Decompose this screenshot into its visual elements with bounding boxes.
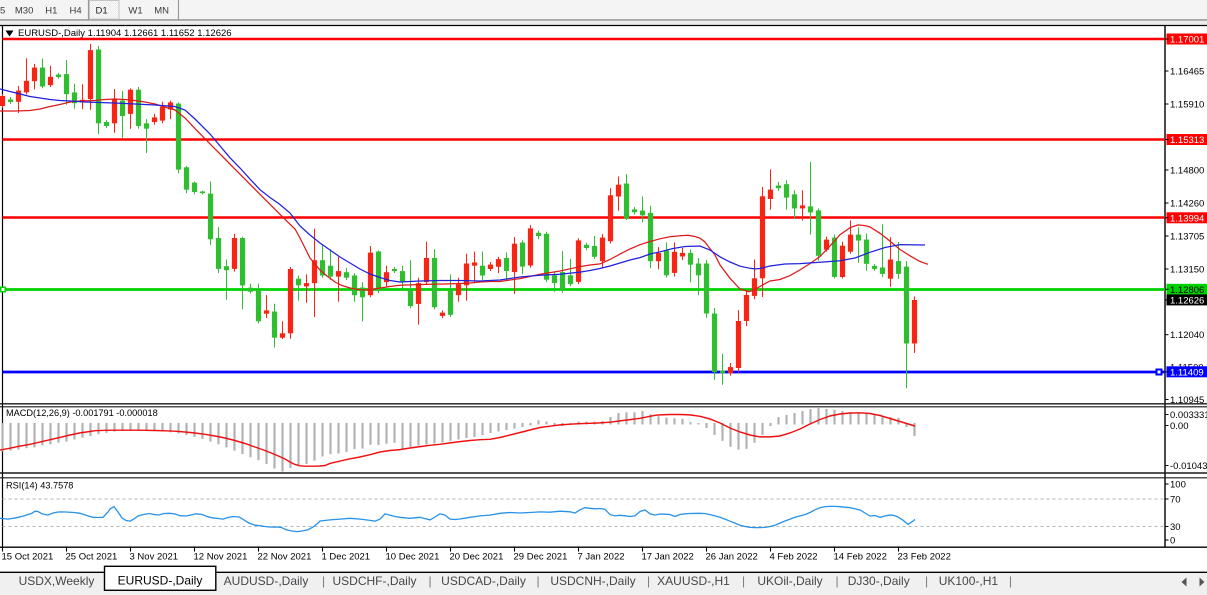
svg-text:USDCNH-,Daily: USDCNH-,Daily bbox=[550, 574, 635, 588]
svg-text:1.15910: 1.15910 bbox=[1170, 100, 1204, 111]
svg-text:1.12626: 1.12626 bbox=[1170, 295, 1204, 306]
svg-text:30: 30 bbox=[1170, 522, 1181, 533]
svg-text:|: | bbox=[1009, 574, 1012, 588]
svg-text:3 Nov 2021: 3 Nov 2021 bbox=[130, 552, 179, 563]
svg-text:22 Nov 2021: 22 Nov 2021 bbox=[258, 552, 312, 563]
svg-text:10 Dec 2021: 10 Dec 2021 bbox=[386, 552, 440, 563]
svg-text:EURUSD-,Daily 1.11904 1.12661: EURUSD-,Daily 1.11904 1.12661 1.11652 1.… bbox=[18, 28, 232, 39]
svg-text:1.13994: 1.13994 bbox=[1170, 213, 1204, 224]
svg-text:1.12040: 1.12040 bbox=[1170, 330, 1204, 341]
svg-text:1.12806: 1.12806 bbox=[1170, 285, 1204, 296]
svg-text:70: 70 bbox=[1170, 495, 1181, 506]
svg-text:|: | bbox=[536, 574, 539, 588]
svg-text:EURUSD-,Daily: EURUSD-,Daily bbox=[118, 574, 203, 588]
svg-text:17 Jan 2022: 17 Jan 2022 bbox=[642, 552, 694, 563]
svg-text:UK100-,H1: UK100-,H1 bbox=[939, 574, 999, 588]
svg-text:23 Feb 2022: 23 Feb 2022 bbox=[898, 552, 951, 563]
svg-text:20 Dec 2021: 20 Dec 2021 bbox=[450, 552, 504, 563]
svg-text:M30: M30 bbox=[15, 5, 33, 16]
svg-text:5: 5 bbox=[0, 5, 5, 16]
svg-text:4 Feb 2022: 4 Feb 2022 bbox=[770, 552, 818, 563]
svg-text:XAUUSD-,H1: XAUUSD-,H1 bbox=[657, 574, 730, 588]
svg-text:1.14260: 1.14260 bbox=[1170, 199, 1204, 210]
svg-text:DJ30-,Daily: DJ30-,Daily bbox=[848, 574, 910, 588]
svg-text:USDCAD-,Daily: USDCAD-,Daily bbox=[441, 574, 526, 588]
svg-text:-0.010439: -0.010439 bbox=[1170, 461, 1207, 472]
svg-text:26 Jan 2022: 26 Jan 2022 bbox=[706, 552, 758, 563]
svg-text:14 Feb 2022: 14 Feb 2022 bbox=[834, 552, 887, 563]
svg-text:1.17001: 1.17001 bbox=[1170, 35, 1204, 46]
svg-text:100: 100 bbox=[1170, 480, 1186, 491]
svg-text:MACD(12,26,9) -0.001791 -0.000: MACD(12,26,9) -0.001791 -0.000018 bbox=[6, 408, 158, 418]
svg-text:RSI(14) 43.7578: RSI(14) 43.7578 bbox=[6, 481, 73, 491]
svg-text:15 Oct 2021: 15 Oct 2021 bbox=[2, 552, 54, 563]
svg-text:1.13150: 1.13150 bbox=[1170, 265, 1204, 276]
svg-text:1.13705: 1.13705 bbox=[1170, 232, 1204, 243]
svg-text:0: 0 bbox=[1170, 536, 1175, 547]
svg-text:H1: H1 bbox=[45, 5, 57, 16]
svg-text:7 Jan 2022: 7 Jan 2022 bbox=[578, 552, 625, 563]
svg-text:0.00: 0.00 bbox=[1170, 421, 1189, 432]
svg-text:0.003331: 0.003331 bbox=[1170, 410, 1207, 421]
svg-text:1.10945: 1.10945 bbox=[1170, 395, 1204, 406]
svg-text:|: | bbox=[647, 574, 650, 588]
svg-text:1 Dec 2021: 1 Dec 2021 bbox=[322, 552, 371, 563]
svg-text:1.16465: 1.16465 bbox=[1170, 67, 1204, 78]
svg-text:12 Nov 2021: 12 Nov 2021 bbox=[194, 552, 248, 563]
svg-text:25 Oct 2021: 25 Oct 2021 bbox=[66, 552, 118, 563]
svg-text:UKOil-,Daily: UKOil-,Daily bbox=[757, 574, 822, 588]
svg-text:1.14800: 1.14800 bbox=[1170, 166, 1204, 177]
svg-text:MN: MN bbox=[154, 5, 169, 16]
svg-text:|: | bbox=[428, 574, 431, 588]
svg-text:AUDUSD-,Daily: AUDUSD-,Daily bbox=[224, 574, 309, 588]
svg-text:|: | bbox=[925, 574, 928, 588]
svg-text:29 Dec 2021: 29 Dec 2021 bbox=[514, 552, 568, 563]
svg-text:H4: H4 bbox=[70, 5, 82, 16]
svg-text:|: | bbox=[835, 574, 838, 588]
svg-text:|: | bbox=[322, 574, 325, 588]
svg-text:D1: D1 bbox=[96, 5, 108, 16]
svg-text:W1: W1 bbox=[128, 5, 142, 16]
svg-text:|: | bbox=[742, 574, 745, 588]
svg-text:1.11409: 1.11409 bbox=[1170, 367, 1204, 378]
svg-text:1.15313: 1.15313 bbox=[1170, 135, 1204, 146]
svg-text:USDCHF-,Daily: USDCHF-,Daily bbox=[333, 574, 417, 588]
svg-text:USDX,Weekly: USDX,Weekly bbox=[19, 574, 95, 588]
